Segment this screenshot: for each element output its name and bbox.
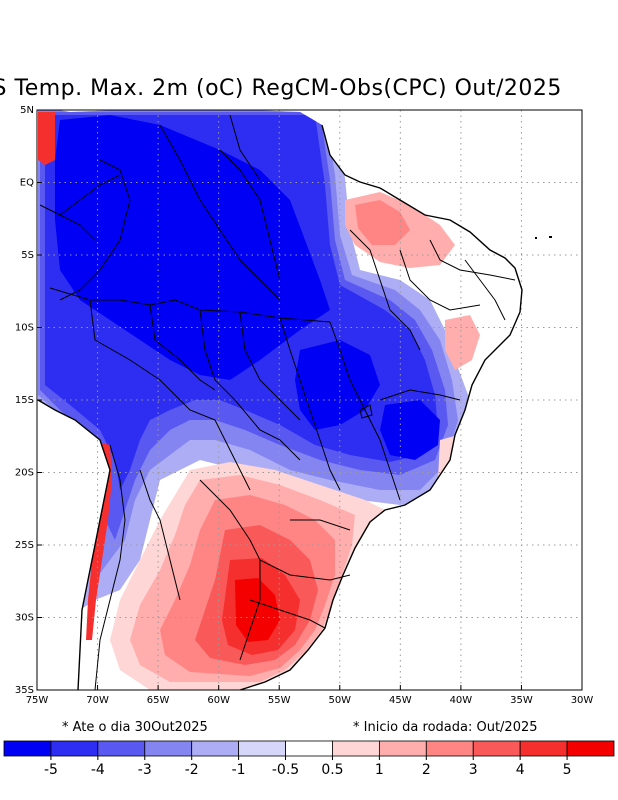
lat-tick-label: 30S [15,613,34,624]
legend-swatch [472,740,521,757]
lon-tick-label: 60W [207,695,230,706]
legend-label: -4 [91,762,105,778]
lat-tick-label: 15S [15,395,34,406]
lon-tick-label: 70W [86,695,109,706]
legend-label: 2 [422,762,431,778]
legend-swatch [238,740,286,757]
lon-tick-label: 75W [26,695,49,706]
lat-tick-label: 5S [21,250,34,261]
note-run-start: * Inicio da rodada: Out/2025 [353,720,538,735]
map-title-text: IAS Temp. Max. 2m (oC) RegCM-Obs(CPC) Ou… [0,76,562,101]
warm-spot-nw [38,112,55,165]
anomaly-shading [38,110,522,690]
note-until-date: * Ate o dia 30Out2025 [62,720,208,735]
legend-swatch [566,740,615,757]
lon-tick-label: 30W [571,695,594,706]
legend-swatch [144,740,193,757]
legend-swatch [3,740,52,757]
lat-tick-label: 10S [15,323,34,334]
legend-swatch [191,740,240,757]
lat-tick-label: 20S [15,468,34,479]
lat-tick-label: 5N [20,105,34,116]
legend-label: 0.5 [321,762,343,778]
legend-label: -1 [232,762,246,778]
legend-label: 1 [375,762,384,778]
lon-tick-label: 55W [268,695,291,706]
lon-tick-label: 50W [328,695,351,706]
color-legend: -5 -4 -3 -2 -1 -0.5 0.5 1 2 3 4 5 [3,740,615,778]
legend-label: -5 [44,762,58,778]
legend-label: 5 [563,762,572,778]
legend-swatch [97,740,146,757]
legend-swatch [50,740,99,757]
legend-swatch [425,740,474,757]
legend-label: 4 [516,762,525,778]
longitude-axis: 75W 70W 65W 60W 55W 50W 45W 40W 35W 30W [26,685,594,706]
legend-swatch [285,740,333,757]
lat-tick-label: 25S [15,540,34,551]
legend-label: -2 [185,762,199,778]
coastlines [37,124,523,690]
lon-tick-label: 45W [389,695,412,706]
political-borders [39,114,516,690]
legend-swatch [378,740,427,757]
lon-tick-label: 65W [147,695,170,706]
legend-label: 3 [469,762,478,778]
lat-tick-label: 35S [15,685,34,696]
lon-tick-label: 40W [450,695,473,706]
legend-swatch [332,740,380,757]
map-title: IAS Temp. Max. 2m (oC) RegCM-Obs(CPC) Ou… [0,74,618,104]
legend-swatch [519,740,568,757]
legend-label: -3 [138,762,152,778]
islands [535,236,552,239]
legend-label: -0.5 [272,762,299,778]
latitude-axis: 5N EQ 5S 10S 15S 20S 25S 30S 35S [15,105,42,696]
lat-tick-label: EQ [20,178,34,189]
lon-tick-label: 35W [510,695,533,706]
